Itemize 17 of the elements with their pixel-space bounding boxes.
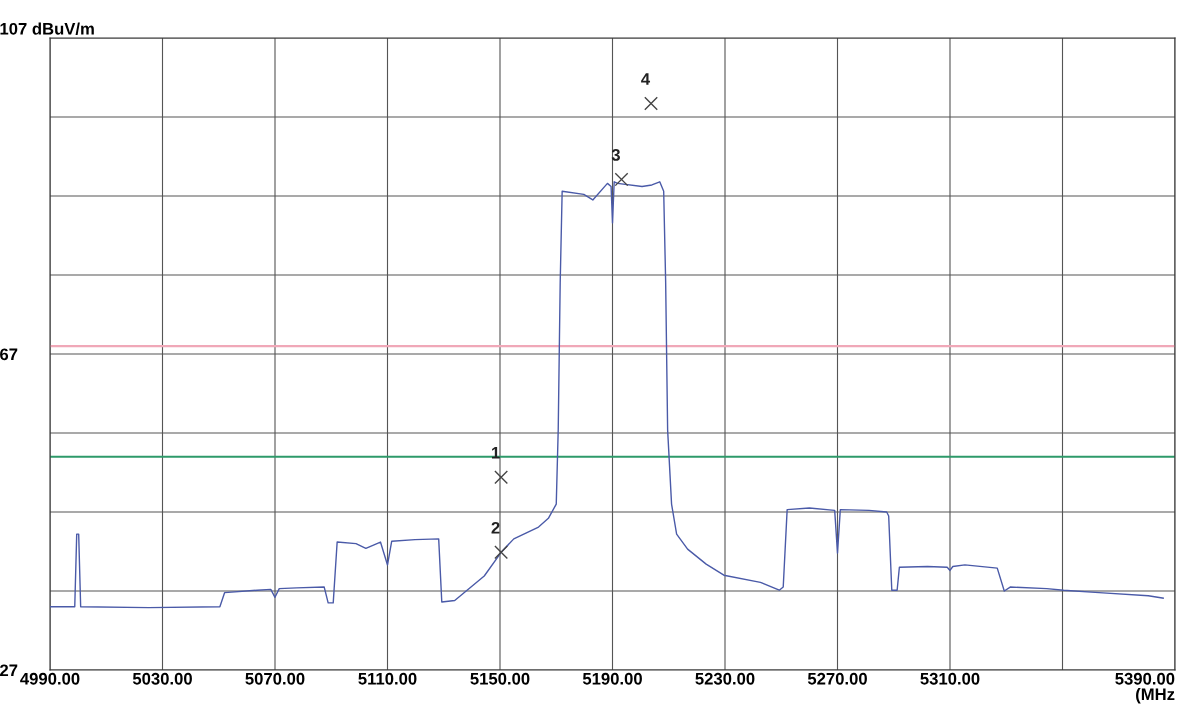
x-tick-label: 5190.00 [582, 672, 642, 685]
x-tick-label: 5390.00 [1115, 672, 1175, 685]
annotation: 2 [491, 521, 500, 534]
annotation: 4 [641, 73, 651, 85]
x-axis-title: (MHz [1136, 687, 1175, 704]
x-tick-label: 5310.00 [920, 672, 980, 685]
y-tick-label: 27 [0, 664, 18, 677]
x-tick-label: 5150.00 [470, 672, 530, 685]
annotation: 1 [491, 447, 500, 459]
y-tick-label: 67 [0, 348, 18, 361]
x-tick-label: 5030.00 [132, 672, 192, 685]
x-tick-label: 4990.00 [20, 672, 80, 685]
x-tick-label: 5110.00 [358, 672, 417, 685]
x-tick-label: 5270.00 [807, 672, 867, 685]
x-tick-label: 5230.00 [695, 672, 755, 685]
y-tick-label: 107 dBuV/m [0, 22, 94, 35]
x-tick-label: 5070.00 [245, 672, 305, 685]
